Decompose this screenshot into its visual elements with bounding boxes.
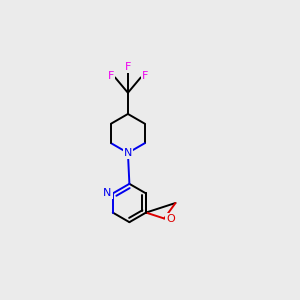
Text: N: N [124, 148, 132, 158]
Text: F: F [125, 62, 131, 72]
Text: O: O [166, 214, 175, 224]
Text: F: F [142, 71, 148, 81]
Text: N: N [103, 188, 112, 198]
Text: F: F [107, 71, 114, 81]
